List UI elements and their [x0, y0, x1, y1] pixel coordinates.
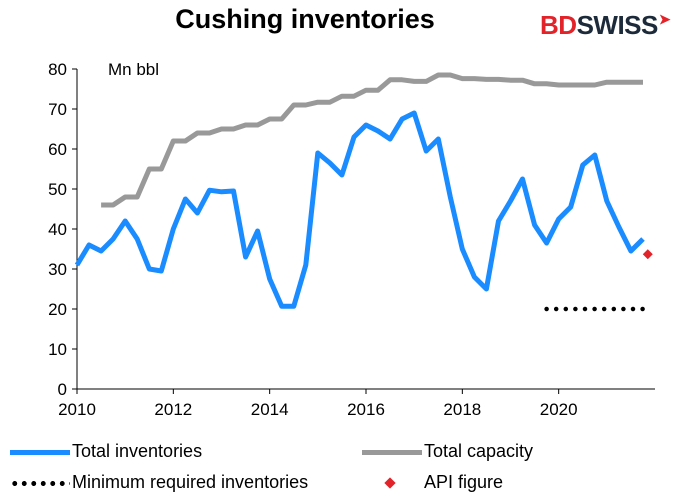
x-tick-label: 2016 — [347, 400, 385, 419]
series-total-capacity — [101, 72, 643, 208]
x-tick-label: 2012 — [154, 400, 192, 419]
red-arrow-icon: ➤ — [658, 11, 671, 28]
legend-label: Total inventories — [72, 441, 203, 461]
legend-label: Total capacity — [424, 441, 534, 461]
x-tick-label: 2018 — [443, 400, 481, 419]
legend-key-gray-line — [362, 445, 422, 459]
y-tick-label: 70 — [48, 100, 67, 119]
x-tick-label: 2014 — [251, 400, 289, 419]
legend-label: API figure — [424, 472, 504, 492]
series-api-figure-point — [642, 249, 653, 260]
series-layer — [74, 72, 653, 312]
y-tick-label: 60 — [48, 140, 67, 159]
legend-api-figure: API figure — [362, 472, 503, 493]
series-total-inventories — [74, 110, 645, 309]
tick-labels: 0 10 20 30 40 50 60 70 80 2010 2012 2014 2016 2018 202… — [48, 60, 578, 419]
y-axis-label: Mn bbl — [108, 60, 160, 79]
legend-key-diamond — [362, 476, 422, 490]
x-tick-label: 2010 — [58, 400, 96, 419]
y-tick-label: 10 — [48, 340, 67, 359]
legend-key-dotted-line — [10, 476, 70, 490]
legend-minimum-required: Minimum required inventories — [10, 472, 308, 493]
y-tick-label: 0 — [58, 380, 67, 399]
axes — [72, 68, 655, 394]
y-tick-label: 50 — [48, 180, 67, 199]
y-tick-label: 30 — [48, 260, 67, 279]
y-tick-label: 80 — [48, 60, 67, 79]
legend-total-capacity: Total capacity — [362, 441, 533, 462]
legend-total-inventories: Total inventories — [10, 441, 202, 462]
y-tick-label: 20 — [48, 300, 67, 319]
y-tick-label: 40 — [48, 220, 67, 239]
legend-label: Minimum required inventories — [72, 472, 309, 492]
brand-logo: BDSWISS➤ — [540, 10, 671, 40]
chart-title: Cushing inventories — [175, 4, 435, 34]
x-tick-label: 2020 — [540, 400, 578, 419]
legend-key-blue-line — [10, 445, 70, 459]
